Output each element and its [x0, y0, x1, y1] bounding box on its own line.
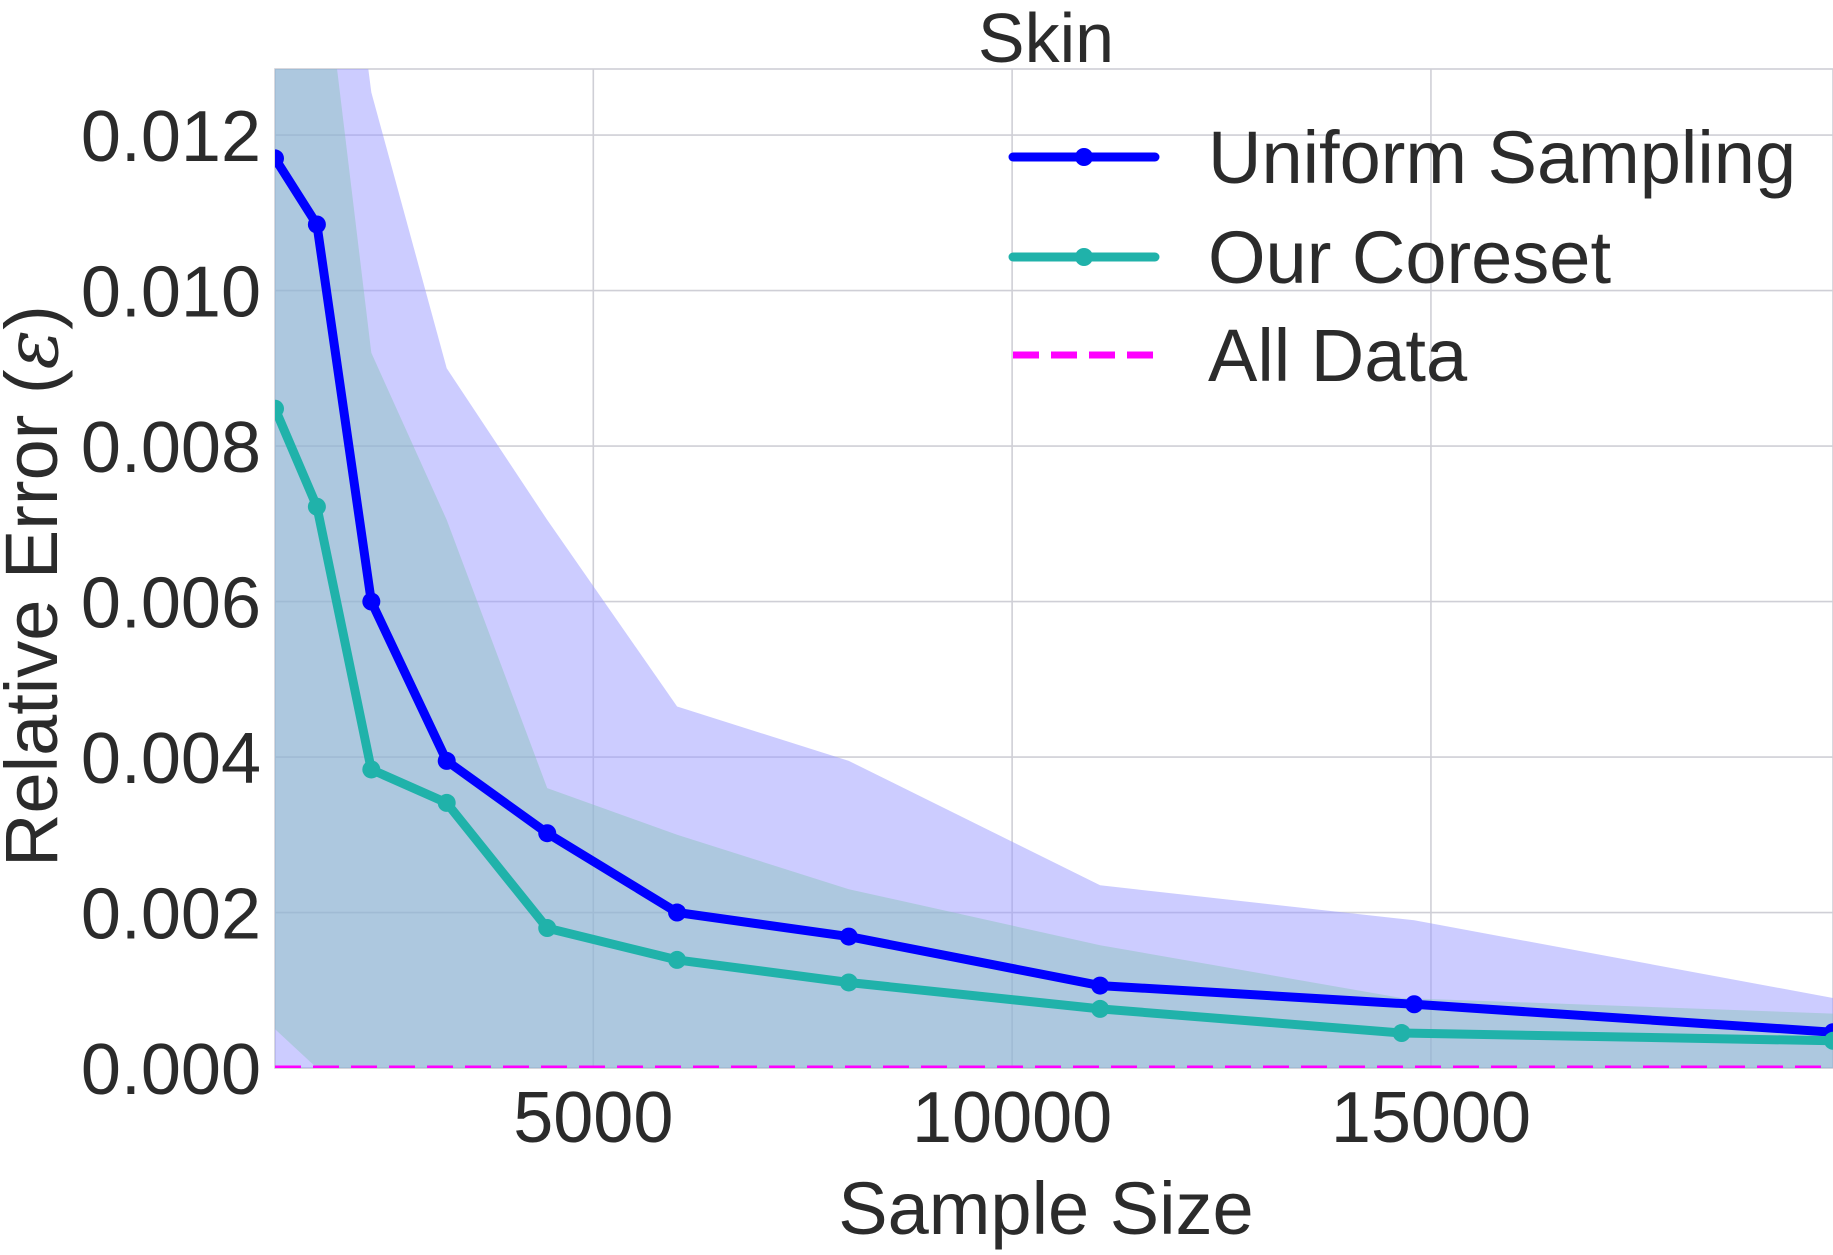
data-point-our-coreset — [1824, 1031, 1833, 1050]
data-point-uniform-sampling — [437, 751, 456, 770]
data-point-our-coreset — [362, 760, 381, 779]
y-tick-label: 0.012 — [81, 97, 261, 177]
confidence-band-uniform — [275, 69, 1833, 1068]
data-point-our-coreset — [839, 973, 858, 992]
y-axis-label-close: ) — [0, 305, 73, 330]
data-point-our-coreset — [538, 919, 557, 938]
y-axis-label-symbol: ε — [0, 330, 75, 370]
legend-marker-coreset — [1075, 248, 1093, 266]
series-line-uniform-sampling — [275, 153, 1833, 1037]
data-point-uniform-sampling — [839, 927, 858, 946]
data-point-uniform-sampling — [538, 824, 557, 843]
y-axis-label: Relative Error (ε) — [0, 305, 75, 867]
y-tick-label: 0.006 — [81, 564, 261, 644]
chart-title: Skin — [978, 0, 1114, 77]
legend-marker-uniform — [1075, 148, 1093, 166]
data-point-our-coreset — [668, 950, 687, 969]
legend-label-uniform: Uniform Sampling — [1208, 116, 1796, 199]
line-layer — [275, 149, 1833, 1068]
data-point-uniform-sampling — [1405, 995, 1424, 1014]
x-tick-label: 10000 — [912, 1078, 1112, 1158]
x-axis-label: Sample Size — [838, 1167, 1253, 1250]
data-point-our-coreset — [275, 399, 284, 418]
x-tick-label: 5000 — [513, 1078, 673, 1158]
band-layer — [275, 69, 1833, 1068]
data-point-our-coreset — [307, 497, 326, 516]
data-point-uniform-sampling — [275, 149, 284, 168]
y-tick-label: 0.000 — [81, 1030, 261, 1110]
y-tick-label: 0.010 — [81, 253, 261, 333]
data-point-uniform-sampling — [1091, 976, 1110, 995]
data-point-our-coreset — [437, 793, 456, 812]
data-point-uniform-sampling — [307, 215, 326, 234]
y-tick-label: 0.004 — [81, 719, 261, 799]
legend-label-coreset: Our Coreset — [1208, 216, 1611, 299]
data-point-uniform-sampling — [668, 903, 687, 922]
legend: Uniform Sampling Our Coreset All Data — [1008, 116, 1796, 397]
data-point-uniform-sampling — [362, 592, 381, 611]
y-axis-label-text: Relative Error ( — [0, 369, 73, 867]
y-tick-label: 0.002 — [81, 875, 261, 955]
y-tick-label: 0.008 — [81, 408, 261, 488]
tick-layer: 0.000 0.002 0.004 0.006 0.008 0.010 0.012 5000 1… — [81, 97, 1531, 1158]
x-tick-label: 15000 — [1331, 1078, 1531, 1158]
series-line-our-coreset — [275, 404, 1833, 1046]
legend-label-all-data: All Data — [1208, 314, 1468, 397]
data-point-our-coreset — [1392, 1024, 1411, 1043]
confidence-band-coreset — [275, 69, 1833, 1068]
data-point-our-coreset — [1091, 999, 1110, 1018]
